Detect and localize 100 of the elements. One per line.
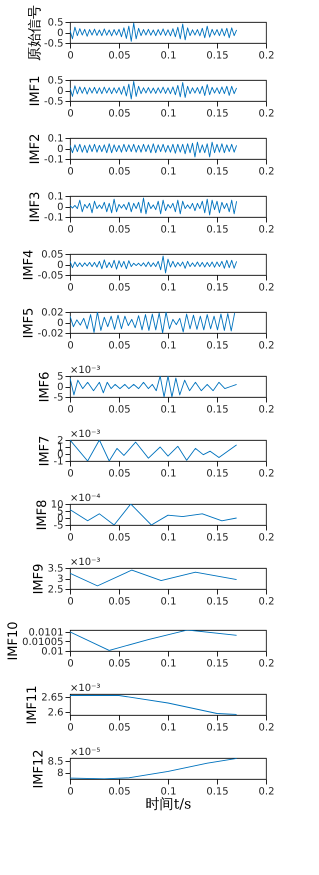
x-tick-label: 0.05 [108,658,131,670]
y-tick-label: 3.5 [48,564,64,574]
x-tick-label: 0.2 [258,50,274,62]
y-tick-label: 3 [57,574,64,585]
x-tick-label: 0 [67,596,74,608]
y-axis-title: IMF11 [25,685,40,725]
y-axis-title: IMF1 [28,76,43,106]
y-tick-label: 0 [57,382,64,393]
line-series [70,695,238,715]
x-tick-label: 0.05 [108,282,131,294]
y-tick-label: 0 [57,144,64,155]
y-tick-label: -0.5 [44,38,64,50]
line-series [70,570,238,586]
x-tick-label: 0.05 [108,404,131,416]
x-tick-label: 0.05 [108,340,131,352]
x-tick-label: 0.2 [258,340,274,352]
x-tick-label: 0.05 [108,108,131,120]
y-tick-label: 2.6 [48,708,64,718]
x-tick-label: 0 [67,224,74,236]
x-tick-label: 0 [67,340,74,352]
text: ×10⁻³ [70,365,100,376]
x-tick-label: 0.15 [206,786,229,798]
x-tick-label: 0.1 [160,50,176,62]
x-tick-label: 0.05 [108,468,131,480]
x-tick-label: 0.05 [108,50,131,62]
text: ×10⁻⁴ [70,493,100,504]
line-series [70,22,238,42]
line-series [70,312,236,333]
x-tick-label: 0.2 [258,658,274,670]
x-tick-label: 0.1 [160,224,176,236]
y-tick-label: 0 [57,202,64,213]
y-axis-title: IMF2 [28,134,43,164]
y-tick-label: 5 [57,372,64,382]
x-tick-label: 0.15 [206,722,229,734]
line-series [70,142,238,158]
x-tick-label: 0 [67,658,74,670]
y-tick-label: 2.65 [41,692,64,704]
y-tick-label: -0.1 [44,154,64,166]
x-tick-label: 0 [67,282,74,294]
y-tick-label: 0 [57,260,64,271]
y-tick-label: -0.5 [44,96,64,108]
y-tick-label: 0.5 [48,18,64,28]
text: ×10⁻³ [70,429,100,440]
y-tick-label: 0.05 [41,250,64,260]
x-tick-label: 0.2 [258,282,274,294]
x-tick-label: 0.2 [258,468,274,480]
x-tick-label: 0 [67,532,74,544]
line-series [70,630,238,651]
y-tick-label: 0 [57,318,64,329]
x-tick-label: 0.2 [258,108,274,120]
y-axis-title: IMF3 [28,192,43,222]
x-tick-label: 0.15 [206,50,229,62]
x-tick-label: 0 [67,722,74,734]
y-tick-label: 0.01005 [22,636,64,648]
x-tick-label: 0 [67,50,74,62]
x-tick-label: 0.1 [160,340,176,352]
y-axis-title: IMF12 [32,749,47,789]
y-axis-title: IMF8 [34,500,50,530]
y-axis-title: 原始信号 [26,5,43,61]
x-tick-label: 0.1 [160,468,176,480]
y-axis-title: IMF7 [38,436,53,466]
x-tick-label: 0.2 [258,786,274,798]
x-tick-label: 0.15 [206,224,229,236]
y-axis-title: IMF4 [22,250,37,280]
x-tick-label: 0.15 [206,532,229,544]
text: ×10⁻³ [70,557,100,568]
x-tick-label: 0 [67,786,74,798]
y-tick-label: 0 [57,28,64,39]
x-tick-label: 0.1 [160,282,176,294]
x-axis-title: 时间t/s [146,796,192,812]
x-tick-label: 0.15 [206,166,229,178]
x-tick-label: 0.15 [206,658,229,670]
y-tick-label: -5 [54,392,64,404]
y-tick-label: 0.02 [41,308,64,318]
y-axis-title: IMF5 [22,308,37,338]
x-tick-label: 0.05 [108,532,131,544]
y-tick-label: -1 [54,456,64,468]
y-tick-label: 0.5 [48,76,64,86]
line-series [70,256,238,274]
y-tick-label: 0.0101 [28,627,64,638]
x-tick-label: 0 [67,108,74,120]
x-tick-label: 0.05 [108,786,131,798]
y-tick-label: -0.02 [38,328,64,340]
x-tick-label: 0.15 [206,340,229,352]
line-series [70,440,238,461]
x-tick-label: 0.2 [258,224,274,236]
x-tick-label: 0.1 [160,786,176,798]
text: ×10⁻³ [70,683,100,694]
x-tick-label: 0 [67,166,74,178]
x-tick-label: 0.2 [258,166,274,178]
x-tick-label: 0.15 [206,404,229,416]
x-tick-label: 0.05 [108,166,131,178]
y-tick-label: 0.1 [48,134,64,144]
y-axis-title: IMF6 [38,372,53,402]
y-tick-label: -0.05 [38,270,64,282]
line-series [70,758,238,779]
x-tick-label: 0.2 [258,404,274,416]
x-tick-label: 0.1 [160,404,176,416]
y-tick-label: 2.5 [48,584,64,596]
y-tick-label: -0.1 [44,212,64,224]
